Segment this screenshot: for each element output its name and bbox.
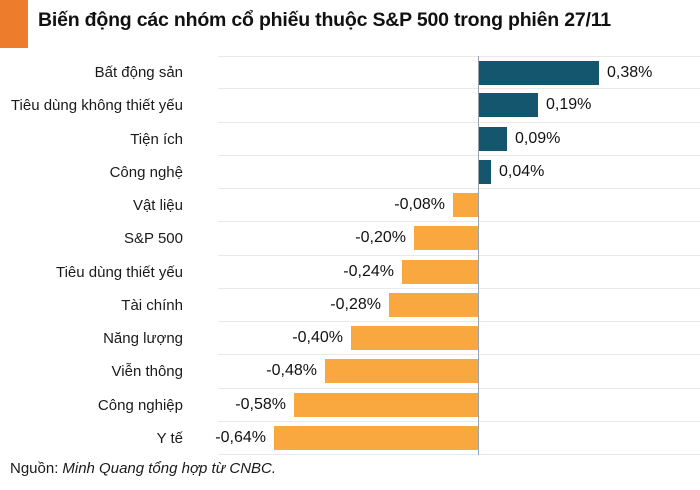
row-plot-area: 0,19% — [218, 89, 700, 123]
row-plot-area: -0,64% — [215, 422, 700, 455]
category-label: Tiện ích — [130, 130, 183, 148]
zero-axis-line — [478, 56, 479, 455]
value-label: -0,64% — [215, 428, 266, 446]
bar-positive — [478, 61, 599, 85]
bar-negative — [325, 359, 478, 384]
chart-rows: Bất động sản 0,38% Tiêu dùng không thiết y… — [0, 56, 700, 455]
bar-positive — [478, 93, 538, 118]
category-label: S&P 500 — [124, 230, 183, 248]
sector-change-bar-chart: Bất động sản 0,38% Tiêu dùng không thiết y… — [0, 56, 700, 455]
value-label: -0,24% — [343, 262, 394, 280]
row-plot-area: -0,08% — [218, 189, 700, 223]
value-label: -0,58% — [235, 395, 286, 413]
bar-negative — [294, 392, 478, 417]
chart-row: Tiêu dùng thiết yếu -0,24% — [0, 256, 700, 289]
category-label: Tiêu dùng không thiết yếu — [10, 97, 183, 115]
category-label: Công nghệ — [109, 163, 183, 181]
row-plot-area: -0,24% — [218, 256, 700, 289]
category-label: Công nghiệp — [97, 396, 183, 414]
chart-row: Viễn thông -0,48% — [0, 355, 700, 389]
bar-negative — [414, 226, 478, 251]
row-plot-area: 0,04% — [218, 156, 700, 189]
category-label: Bất động sản — [94, 64, 183, 81]
bar-positive — [478, 159, 491, 184]
category-label: Y tế — [156, 429, 183, 447]
row-plot-area: -0,48% — [218, 355, 700, 389]
value-label: -0,20% — [355, 229, 406, 247]
row-plot-area: 0,09% — [218, 123, 700, 156]
accent-square — [0, 0, 28, 48]
row-plot-area: -0,58% — [218, 389, 700, 422]
category-label: Tài chính — [121, 296, 183, 314]
bar-positive — [478, 126, 507, 151]
chart-row: Tiêu dùng không thiết yếu 0,19% — [0, 89, 700, 123]
value-label: 0,04% — [499, 162, 545, 180]
value-label: 0,09% — [515, 129, 561, 147]
chart-row: Tiện ích 0,09% — [0, 123, 700, 156]
chart-row: Tài chính -0,28% — [0, 289, 700, 322]
source-prefix: Nguồn: — [10, 460, 59, 477]
value-label: -0,08% — [394, 196, 445, 213]
bar-negative — [351, 326, 478, 350]
bar-negative — [389, 292, 478, 317]
value-label: -0,40% — [292, 329, 343, 346]
chart-row: Năng lượng -0,40% — [0, 322, 700, 356]
value-label: 0,38% — [607, 64, 653, 81]
value-label: 0,19% — [546, 96, 592, 114]
bar-negative — [402, 259, 478, 284]
chart-row: Công nghiệp -0,58% — [0, 389, 700, 422]
chart-row: Vật liệu -0,08% — [0, 189, 700, 223]
category-label: Viễn thông — [111, 363, 183, 381]
chart-row: Bất động sản 0,38% — [0, 56, 700, 90]
category-label: Vật liệu — [132, 197, 183, 214]
chart-row: Y tế -0,64% — [0, 422, 700, 455]
page-title: Biến động các nhóm cổ phiếu thuộc S&P 50… — [38, 9, 611, 31]
chart-row: S&P 500 -0,20% — [0, 222, 700, 256]
source-note: Nguồn: Minh Quang tổng hợp từ CNBC. — [10, 460, 276, 477]
row-plot-area: 0,38% — [218, 56, 700, 90]
value-label: -0,28% — [330, 295, 381, 313]
bar-negative — [274, 425, 478, 450]
category-label: Năng lượng — [103, 330, 183, 347]
bar-negative — [453, 193, 478, 217]
source-text: Minh Quang tổng hợp từ CNBC. — [62, 460, 277, 477]
row-plot-area: -0,20% — [218, 222, 700, 256]
row-plot-area: -0,40% — [218, 322, 700, 356]
row-plot-area: -0,28% — [218, 289, 700, 322]
category-label: Tiêu dùng thiết yếu — [55, 263, 183, 281]
chart-row: Công nghệ 0,04% — [0, 156, 700, 189]
value-label: -0,48% — [266, 362, 317, 380]
